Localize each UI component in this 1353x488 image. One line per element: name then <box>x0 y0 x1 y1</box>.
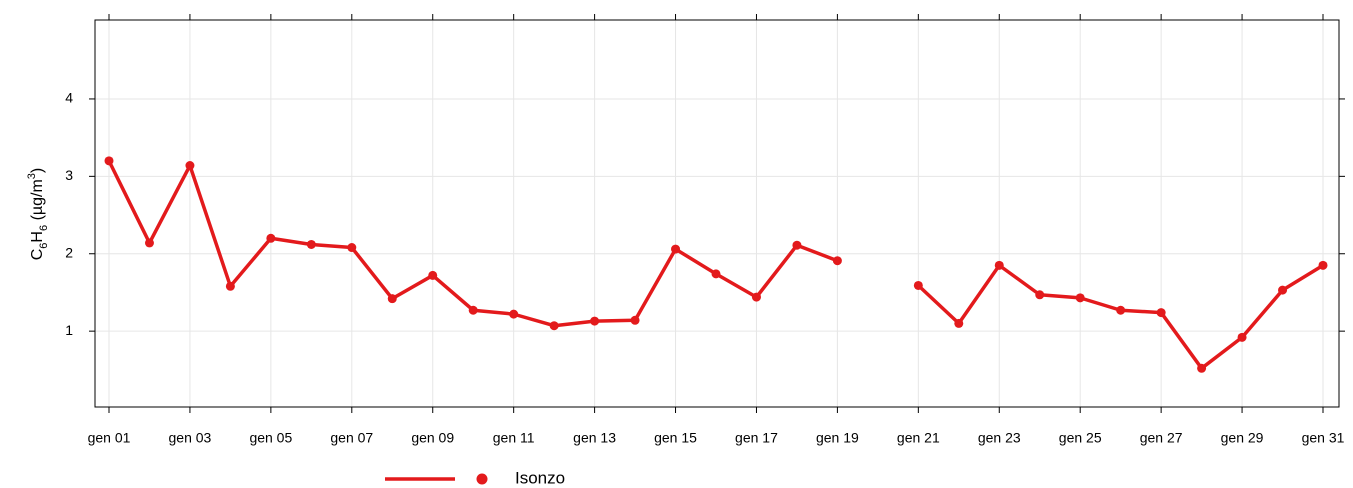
data-point <box>913 280 923 290</box>
data-point <box>225 281 235 291</box>
data-point <box>266 233 276 243</box>
y-tick-label: 2 <box>65 244 73 260</box>
data-point <box>549 321 559 331</box>
data-point <box>1156 308 1166 318</box>
plot-frame <box>94 19 1340 408</box>
data-point <box>428 270 438 280</box>
y-tick-label: 3 <box>65 167 73 183</box>
data-point <box>994 260 1004 270</box>
x-tick-label: gen 03 <box>169 430 212 446</box>
data-point <box>1278 285 1288 295</box>
x-tick-label: gen 17 <box>735 430 778 446</box>
data-point <box>347 243 357 253</box>
legend-label: Isonzo <box>515 468 565 487</box>
data-point <box>792 240 802 250</box>
x-tick-label: gen 07 <box>330 430 373 446</box>
x-tick-label: gen 25 <box>1059 430 1102 446</box>
data-point <box>711 269 721 279</box>
data-point <box>1237 332 1247 342</box>
x-tick-label: gen 13 <box>573 430 616 446</box>
x-tick-label: gen 05 <box>249 430 292 446</box>
data-line <box>107 160 1324 371</box>
x-tick-label: gen 21 <box>897 430 940 446</box>
y-label-part: 6 <box>38 243 50 249</box>
data-point <box>509 309 519 319</box>
y-axis-label: C6H6 (µg/m3) <box>26 168 50 261</box>
data-point <box>1075 293 1085 303</box>
y-label-part: ) <box>29 168 46 173</box>
x-tick-label: gen 09 <box>411 430 454 446</box>
data-point <box>671 244 681 254</box>
data-point <box>630 315 640 325</box>
y-label-part: C <box>29 249 46 261</box>
data-point <box>954 318 964 328</box>
x-tick-label: gen 01 <box>88 430 131 446</box>
data-point <box>306 239 316 249</box>
y-label-part: (µg/m <box>29 179 46 225</box>
data-point <box>1197 363 1207 373</box>
data-point <box>1035 290 1045 300</box>
x-tick-label: gen 29 <box>1221 430 1264 446</box>
data-point <box>104 156 114 166</box>
data-point <box>751 292 761 302</box>
data-point <box>1116 305 1126 315</box>
x-tick-label: gen 19 <box>816 430 859 446</box>
y-label-part: H <box>29 231 46 243</box>
y-tick-label: 1 <box>65 322 73 338</box>
x-tick-label: gen 27 <box>1140 430 1183 446</box>
data-point <box>590 316 600 326</box>
y-label-part: 3 <box>26 173 38 179</box>
data-point <box>185 161 195 171</box>
legend-marker <box>476 473 488 485</box>
data-point <box>1318 260 1328 270</box>
data-point <box>832 256 842 266</box>
x-tick-label: gen 31 <box>1302 430 1345 446</box>
data-point <box>387 294 397 304</box>
x-tick-label: gen 11 <box>493 430 535 446</box>
data-point <box>468 305 478 315</box>
y-label-part: 6 <box>38 225 50 231</box>
y-tick-label: 4 <box>65 90 73 106</box>
x-tick-label: gen 15 <box>654 430 697 446</box>
x-tick-label: gen 23 <box>978 430 1021 446</box>
data-point <box>144 238 154 248</box>
